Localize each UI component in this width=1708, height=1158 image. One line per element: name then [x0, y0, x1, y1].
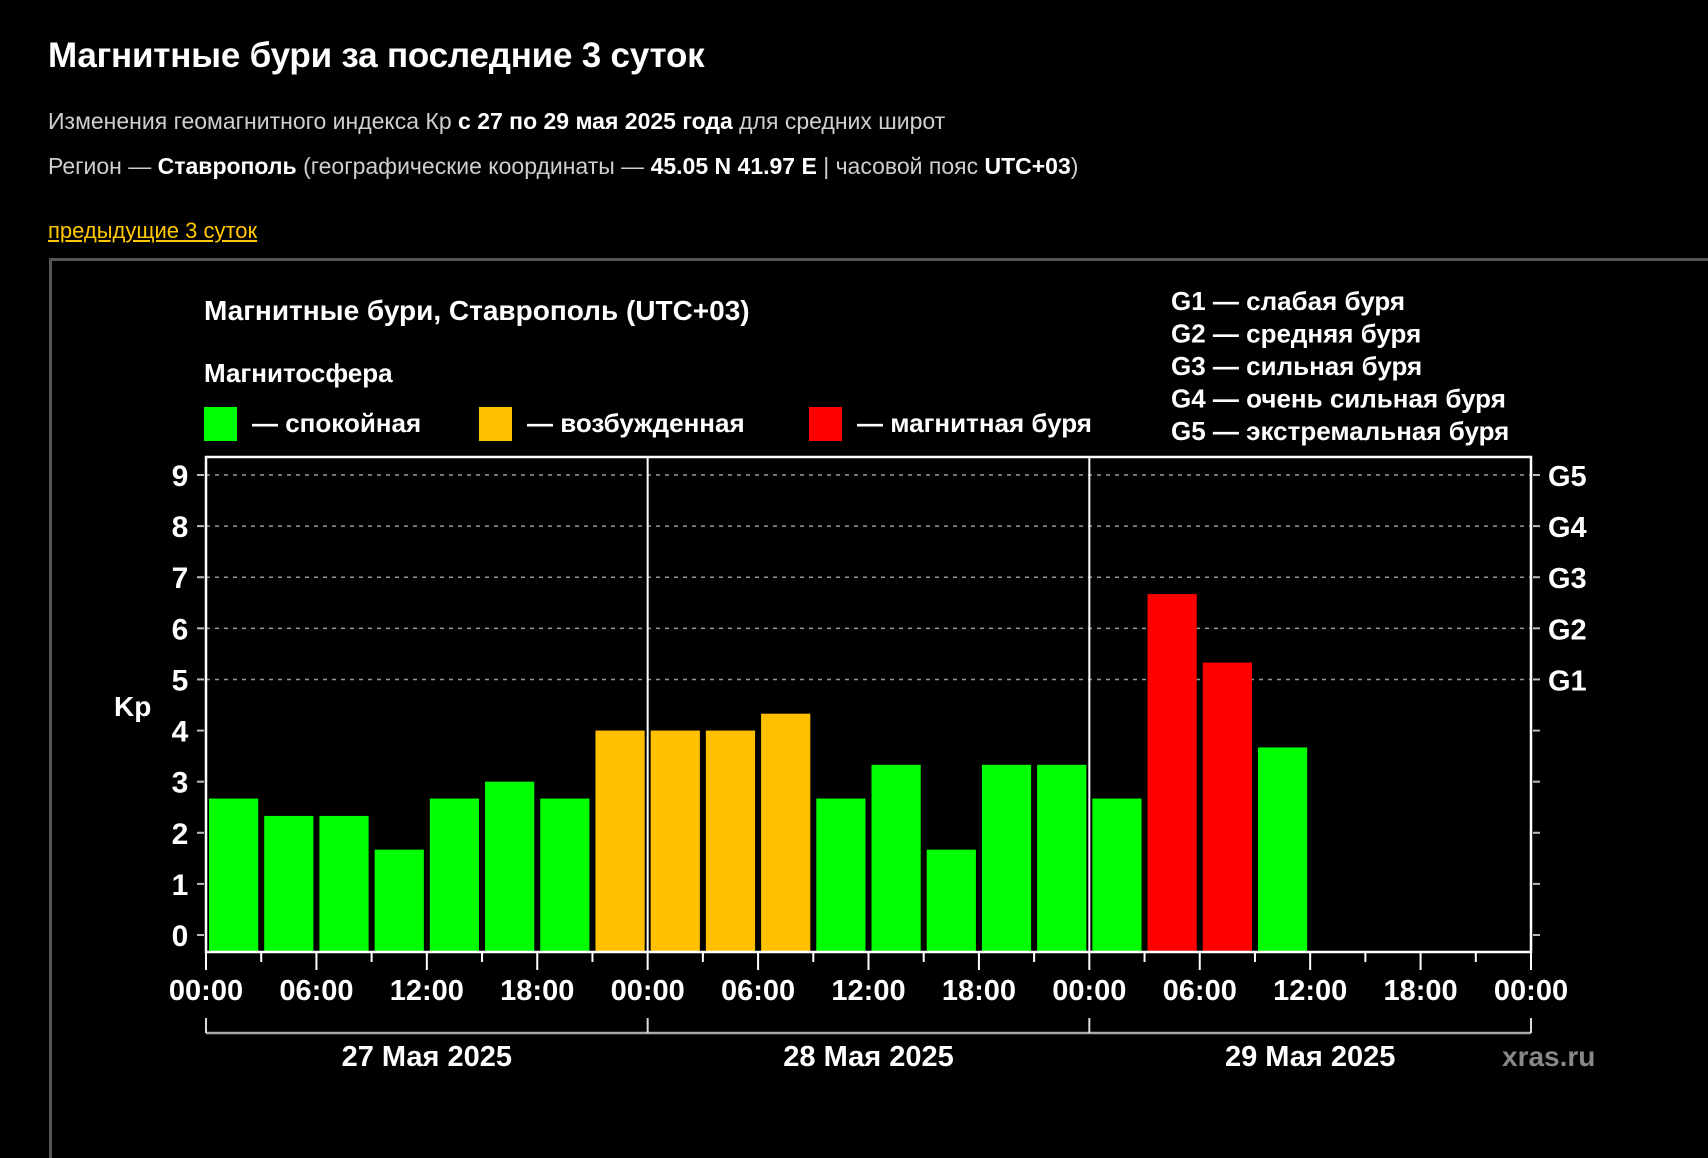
- legend-swatch-1: [479, 407, 512, 441]
- x-tick-label: 18:00: [942, 975, 1016, 1007]
- bar-excited: [705, 730, 756, 951]
- x-tick-label: 00:00: [611, 975, 685, 1007]
- x-tick-label: 00:00: [1052, 975, 1126, 1007]
- bar-quiet: [540, 798, 590, 951]
- bar-quiet: [816, 798, 866, 951]
- timezone-value: UTC+03: [984, 153, 1071, 179]
- date-range-info: Изменения геомагнитного индекса Кр с 27 …: [48, 108, 945, 135]
- timezone-label: | часовой пояс: [823, 153, 979, 179]
- g-level-label: G2: [1548, 614, 1587, 646]
- x-tick-label: 12:00: [831, 975, 905, 1007]
- y-tick-label: 1: [172, 869, 189, 902]
- y-tick-label: 3: [172, 767, 189, 800]
- day-label: 29 Мая 2025: [1225, 1041, 1395, 1073]
- x-tick-label: 12:00: [1273, 975, 1347, 1007]
- x-tick-label: 06:00: [1163, 975, 1237, 1007]
- bar-storm: [1147, 594, 1197, 951]
- kp-bar-chart: Магнитные бури, Ставрополь (UTC+03) Магн…: [114, 286, 1595, 1073]
- bar-quiet: [485, 781, 535, 951]
- y-tick-label: 4: [172, 716, 189, 749]
- bar-excited: [761, 713, 811, 951]
- day-label: 28 Мая 2025: [783, 1041, 953, 1073]
- legend-swatch-2: [809, 407, 842, 441]
- x-tick-label: 06:00: [279, 975, 353, 1007]
- x-tick-label: 06:00: [721, 975, 795, 1007]
- x-tick-label: 12:00: [390, 975, 464, 1007]
- bar-quiet: [319, 815, 369, 951]
- bar-quiet: [1092, 798, 1142, 951]
- x-tick-label: 18:00: [1383, 975, 1457, 1007]
- page-title: Магнитные бури за последние 3 суток: [48, 36, 705, 75]
- bar-quiet: [1257, 747, 1308, 951]
- bar-quiet: [1037, 764, 1087, 951]
- bar-excited: [650, 730, 700, 951]
- chart-legend: — спокойная — возбужденная — магнитная бур…: [204, 407, 1092, 441]
- y-tick-label: 6: [172, 613, 189, 646]
- legend-title: Магнитосфера: [204, 358, 393, 388]
- legend-label-1: — возбужденная: [527, 408, 745, 438]
- bar-quiet: [926, 849, 976, 951]
- info-suffix: для средних широт: [739, 108, 946, 134]
- region-label: Регион —: [48, 153, 152, 179]
- bar-quiet: [209, 798, 259, 951]
- x-tick-label: 00:00: [1494, 975, 1568, 1007]
- x-tick-label: 18:00: [500, 975, 574, 1007]
- watermark: xras.ru: [1502, 1041, 1595, 1072]
- legend-swatch-0: [204, 407, 237, 441]
- region-name: Ставрополь: [157, 153, 297, 179]
- y-tick-label: 9: [172, 460, 189, 493]
- info-date-range: с 27 по 29 мая 2025 года: [458, 108, 733, 134]
- bar-quiet: [871, 764, 921, 951]
- storm-level-3: G3 — сильная буря: [1171, 351, 1422, 381]
- bar-quiet: [429, 798, 480, 951]
- chart-title: Магнитные бури, Ставрополь (UTC+03): [204, 295, 750, 326]
- info-prefix: Изменения геомагнитного индекса Кр: [48, 108, 452, 134]
- bar-excited: [595, 730, 645, 951]
- legend-label-2: — магнитная буря: [857, 408, 1092, 438]
- previous-3-days-link[interactable]: предыдущие 3 суток: [48, 218, 258, 243]
- bar-storm: [1202, 662, 1252, 951]
- chart-container: [49, 258, 1708, 1158]
- storm-level-4: G4 — очень сильная буря: [1171, 384, 1506, 414]
- y-tick-label: 5: [172, 664, 189, 697]
- region-info: Регион — Ставрополь (географические коор…: [48, 153, 1078, 180]
- g-level-label: G3: [1548, 563, 1587, 595]
- g-level-label: G5: [1548, 461, 1587, 493]
- bar-quiet: [264, 815, 314, 951]
- y-axis-label: Kp: [114, 691, 151, 722]
- bar-quiet: [374, 849, 424, 951]
- coords-value: 45.05 N 41.97 E: [650, 153, 817, 179]
- storm-level-5: G5 — экстремальная буря: [1171, 416, 1509, 446]
- x-tick-label: 00:00: [169, 975, 243, 1007]
- bar-quiet: [981, 764, 1032, 951]
- storm-level-1: G1 — слабая буря: [1171, 286, 1405, 316]
- close-paren: ): [1070, 153, 1079, 179]
- plot-area: 0 1 2 3 4 5 6 7 8 9 G1 G2 G3 G4 G5 00:00 06:00 12:00 18:00…: [169, 455, 1587, 1073]
- y-tick-label: 7: [172, 562, 189, 595]
- g-level-label: G1: [1548, 665, 1587, 697]
- y-tick-label: 0: [172, 920, 189, 953]
- y-tick-label: 2: [172, 818, 189, 851]
- g-level-label: G4: [1548, 512, 1587, 544]
- y-tick-label: 8: [172, 511, 189, 544]
- storm-level-2: G2 — средняя буря: [1171, 319, 1421, 349]
- coords-label: (географические координаты —: [303, 153, 645, 179]
- legend-label-0: — спокойная: [252, 408, 421, 438]
- day-label: 27 Мая 2025: [342, 1041, 512, 1073]
